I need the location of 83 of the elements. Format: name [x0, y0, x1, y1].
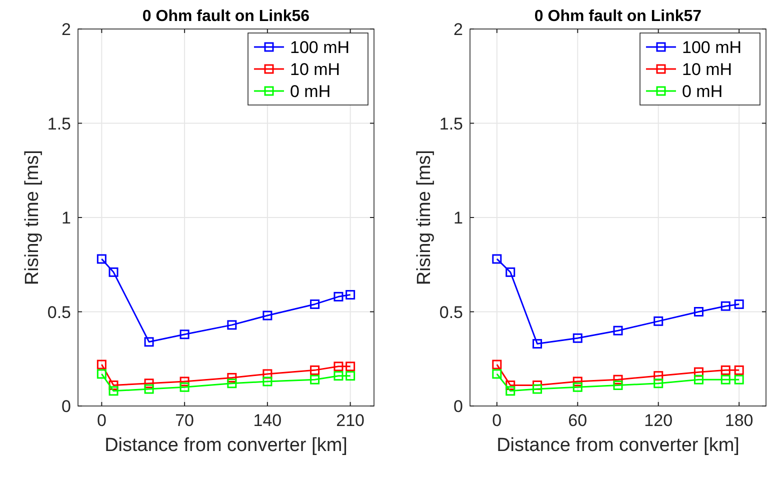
x-tick-label: 140	[253, 411, 282, 430]
legend-label: 100 mH	[682, 38, 742, 57]
point	[572, 382, 582, 392]
point	[334, 362, 344, 372]
point	[144, 378, 154, 388]
point	[334, 292, 344, 302]
point	[180, 382, 190, 392]
point	[346, 290, 356, 300]
y-tick-label: 2	[454, 20, 463, 39]
point	[734, 374, 744, 384]
point	[694, 307, 704, 316]
point	[144, 384, 154, 394]
point	[108, 380, 118, 390]
point	[720, 365, 730, 375]
point	[654, 371, 664, 381]
x-tick-label: 0	[96, 411, 106, 430]
y-axis-title: Rising time [ms]	[414, 150, 435, 286]
x-tick-label: 120	[644, 411, 673, 430]
y-tick-label: 0.5	[47, 302, 71, 322]
point	[108, 386, 118, 396]
point	[180, 376, 190, 386]
point	[506, 386, 516, 396]
x-tick-label: 210	[336, 411, 365, 430]
point	[492, 254, 502, 264]
legend-label: 10 mH	[682, 60, 732, 79]
x-tick-label: 60	[568, 411, 588, 430]
point	[310, 299, 320, 309]
y-tick-label: 2	[62, 20, 71, 39]
point	[180, 330, 190, 340]
point	[613, 326, 623, 336]
chart-title: 0 Ohm fault on Link57	[534, 8, 702, 25]
point	[346, 371, 356, 381]
point	[572, 376, 582, 386]
legend-label: 0 mH	[290, 82, 331, 101]
point	[262, 310, 272, 320]
point	[694, 367, 704, 377]
point	[227, 378, 237, 388]
y-axis-title: Rising time [ms]	[22, 150, 43, 286]
point	[492, 360, 502, 370]
legend-label: 10 mH	[290, 60, 340, 79]
x-axis-title: Distance from converter [km]	[104, 435, 348, 456]
point	[613, 374, 623, 384]
y-tick-label: 1	[454, 208, 463, 228]
point	[506, 380, 516, 390]
point	[694, 374, 704, 384]
x-tick-label: 180	[724, 411, 754, 430]
point	[532, 339, 542, 349]
point	[96, 369, 106, 379]
point	[572, 333, 582, 343]
point	[506, 267, 516, 277]
point	[96, 360, 106, 370]
y-tick-label: 1	[62, 208, 71, 228]
point	[144, 337, 154, 347]
point	[310, 365, 320, 375]
y-tick-label: 0.5	[439, 302, 463, 322]
y-tick-label: 0	[454, 397, 463, 416]
y-tick-label: 1.5	[47, 114, 71, 134]
point	[720, 301, 730, 311]
y-tick-label: 0	[62, 397, 71, 416]
point	[734, 299, 744, 309]
chart-title: 0 Ohm fault on Link56	[142, 8, 310, 25]
point	[492, 369, 502, 379]
point	[262, 369, 272, 379]
point	[720, 374, 730, 384]
x-axis-title: Distance from converter [km]	[496, 435, 740, 456]
point	[734, 365, 744, 375]
point	[334, 371, 344, 381]
point	[262, 376, 272, 386]
point	[227, 372, 237, 382]
y-tick-label: 1.5	[439, 114, 463, 134]
legend-label: 100 mH	[290, 38, 350, 57]
point	[310, 374, 320, 384]
point	[346, 362, 356, 372]
legend-label: 0 mH	[682, 82, 723, 101]
point	[613, 380, 623, 390]
x-tick-label: 0	[492, 411, 502, 430]
point	[96, 254, 106, 264]
point	[654, 316, 664, 326]
point	[108, 267, 118, 277]
point	[532, 384, 542, 394]
point	[654, 378, 664, 388]
x-tick-label: 70	[175, 411, 194, 430]
point	[227, 320, 237, 330]
